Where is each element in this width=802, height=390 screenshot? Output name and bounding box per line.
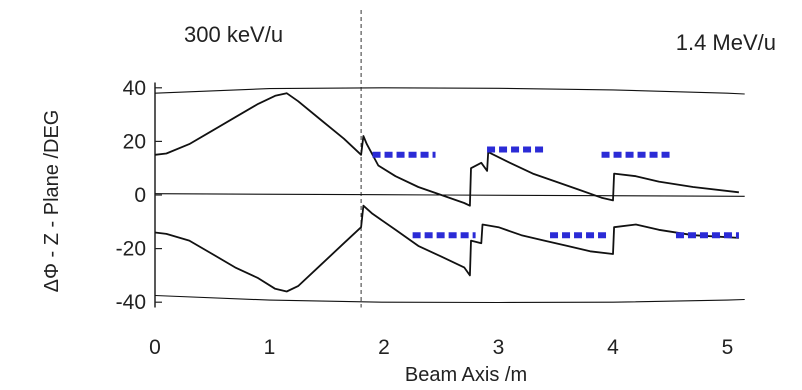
y-tick-label: -20 xyxy=(116,238,146,261)
y-tick-labels: 40 20 0 -20 -40 xyxy=(116,77,146,314)
band-group xyxy=(372,146,739,239)
x-tick-label: 4 xyxy=(607,336,619,359)
x-tick-labels: 0 1 2 3 4 5 xyxy=(149,336,733,359)
y-axis-label: ΔΦ - Z - Plane /DEG xyxy=(41,110,63,293)
annotation-right: 1.4 MeV/u xyxy=(676,30,776,55)
annotation-left: 300 keV/u xyxy=(184,22,283,47)
series-group xyxy=(154,87,745,304)
x-tick-label: 3 xyxy=(493,336,505,359)
series-lower-envelope xyxy=(154,294,745,304)
series-upper-trace xyxy=(154,92,740,207)
x-tick-label: 5 xyxy=(722,336,734,359)
y-tick-label: -40 xyxy=(116,291,146,314)
x-tick-label: 2 xyxy=(378,336,390,359)
x-tick-label: 0 xyxy=(149,336,161,359)
series-lower-trace xyxy=(154,204,739,293)
axes xyxy=(154,82,162,308)
y-tick-label: 40 xyxy=(123,77,146,100)
x-axis-label: Beam Axis /m xyxy=(405,364,527,386)
series-upper-envelope xyxy=(154,87,745,95)
series-zero-line xyxy=(154,193,745,197)
x-tick-label: 1 xyxy=(264,336,276,359)
y-tick-label: 0 xyxy=(134,184,146,207)
y-tick-label: 20 xyxy=(123,130,146,153)
